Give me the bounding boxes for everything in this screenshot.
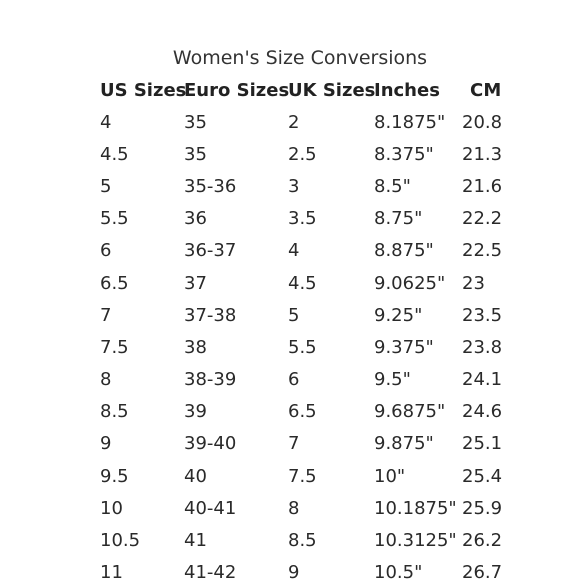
column-header-euro-sizes: Euro Sizes [184,79,290,101]
cell-inches: 10.3125" [374,530,457,552]
table-row: 8 38-39 6 9.5" 24.1 [100,364,570,396]
cell-cm: 22.2 [462,208,503,230]
cell-inches: 9.5" [374,369,411,391]
cell-us-size: 4 [100,111,112,133]
cell-cm: 24.1 [462,369,503,391]
cell-uk-size: 6.5 [288,401,317,423]
cell-cm: 21.6 [462,175,503,197]
cell-euro-size: 41 [184,530,207,552]
cell-uk-size: 3 [288,175,300,197]
cell-cm: 26.2 [462,530,503,552]
cell-euro-size: 38 [184,336,207,358]
cell-us-size: 10 [100,497,123,519]
cell-uk-size: 3.5 [288,208,317,230]
cell-cm: 26.7 [462,562,503,580]
cell-us-size: 5 [100,175,112,197]
table-row: 4 35 2 8.1875" 20.8 [100,106,570,138]
table-row: 9.5 40 7.5 10" 25.4 [100,460,570,492]
cell-inches: 10.5" [374,562,423,580]
cell-cm: 25.4 [462,465,503,487]
column-header-us-sizes: US Sizes [100,79,187,101]
table-row: 7.5 38 5.5 9.375" 23.8 [100,331,570,363]
table-row: 10.5 41 8.5 10.3125" 26.2 [100,524,570,556]
cell-us-size: 8.5 [100,401,129,423]
cell-uk-size: 5 [288,304,300,326]
table-row: 5.5 36 3.5 8.75" 22.2 [100,203,570,235]
cell-uk-size: 2 [288,111,300,133]
cell-inches: 10" [374,465,406,487]
table-row: 6 36-37 4 8.875" 22.5 [100,235,570,267]
cell-us-size: 10.5 [100,530,141,552]
cell-euro-size: 40-41 [184,497,237,519]
table-row: 6.5 37 4.5 9.0625" 23 [100,267,570,299]
table-row: 7 37-38 5 9.25" 23.5 [100,299,570,331]
cell-uk-size: 8.5 [288,530,317,552]
cell-cm: 23.5 [462,304,503,326]
cell-us-size: 9.5 [100,465,129,487]
table-row: 9 39-40 7 9.875" 25.1 [100,428,570,460]
cell-inches: 8.1875" [374,111,446,133]
cell-cm: 22.5 [462,240,503,262]
table-row: 10 40-41 8 10.1875" 25.9 [100,492,570,524]
cell-inches: 9.0625" [374,272,446,294]
column-header-uk-sizes: UK Sizes [288,79,376,101]
cell-euro-size: 40 [184,465,207,487]
table-body: 4 35 2 8.1875" 20.8 4.5 35 2.5 8.375" 21.3 5 35-36 3… [100,106,570,580]
cell-inches: 8.875" [374,240,434,262]
cell-euro-size: 35-36 [184,175,237,197]
column-header-inches: Inches [374,79,440,101]
cell-uk-size: 7 [288,433,300,455]
cell-us-size: 5.5 [100,208,129,230]
cell-us-size: 11 [100,562,123,580]
cell-euro-size: 41-42 [184,562,237,580]
cell-uk-size: 9 [288,562,300,580]
cell-cm: 23 [462,272,485,294]
column-header-cm: CM [470,79,502,101]
table-row: 8.5 39 6.5 9.6875" 24.6 [100,396,570,428]
cell-euro-size: 35 [184,143,207,165]
cell-cm: 20.8 [462,111,503,133]
page-title: Women's Size Conversions [172,47,428,69]
table-row: 4.5 35 2.5 8.375" 21.3 [100,138,570,170]
cell-us-size: 4.5 [100,143,129,165]
cell-inches: 8.5" [374,175,411,197]
cell-us-size: 6.5 [100,272,129,294]
cell-uk-size: 5.5 [288,336,317,358]
cell-uk-size: 7.5 [288,465,317,487]
cell-us-size: 7 [100,304,112,326]
cell-euro-size: 39 [184,401,207,423]
cell-inches: 8.75" [374,208,423,230]
cell-euro-size: 37 [184,272,207,294]
cell-uk-size: 4.5 [288,272,317,294]
cell-euro-size: 35 [184,111,207,133]
cell-cm: 24.6 [462,401,503,423]
cell-us-size: 9 [100,433,112,455]
cell-cm: 23.8 [462,336,503,358]
cell-euro-size: 36 [184,208,207,230]
cell-us-size: 7.5 [100,336,129,358]
cell-euro-size: 38-39 [184,369,237,391]
cell-cm: 21.3 [462,143,503,165]
cell-cm: 25.9 [462,497,503,519]
cell-euro-size: 39-40 [184,433,237,455]
cell-inches: 9.6875" [374,401,446,423]
cell-euro-size: 36-37 [184,240,237,262]
cell-uk-size: 2.5 [288,143,317,165]
cell-uk-size: 6 [288,369,300,391]
cell-uk-size: 8 [288,497,300,519]
table-row: 5 35-36 3 8.5" 21.6 [100,170,570,202]
cell-inches: 9.375" [374,336,434,358]
table-header-row: US Sizes Euro Sizes UK Sizes Inches CM [100,74,570,106]
cell-cm: 25.1 [462,433,503,455]
table-row: 11 41-42 9 10.5" 26.7 [100,557,570,580]
cell-us-size: 8 [100,369,112,391]
cell-inches: 9.25" [374,304,423,326]
cell-uk-size: 4 [288,240,300,262]
size-conversion-table: US Sizes Euro Sizes UK Sizes Inches CM 4… [100,74,570,580]
cell-inches: 8.375" [374,143,434,165]
cell-us-size: 6 [100,240,112,262]
cell-inches: 9.875" [374,433,434,455]
cell-inches: 10.1875" [374,497,457,519]
cell-euro-size: 37-38 [184,304,237,326]
